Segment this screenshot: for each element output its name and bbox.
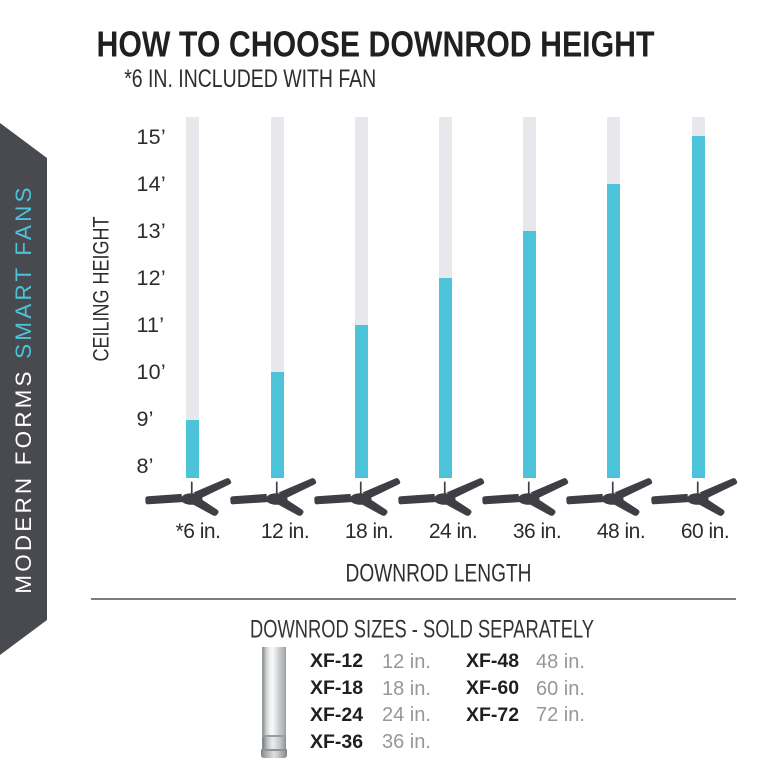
svg-text:HOW TO CHOOSE DOWNROD HEIGHT: HOW TO CHOOSE DOWNROD HEIGHT — [97, 24, 655, 65]
svg-text:MODERN FORMS SMART FANS: MODERN FORMS SMART FANS — [11, 184, 36, 593]
svg-text:CEILING HEIGHT: CEILING HEIGHT — [88, 217, 113, 362]
svg-text:*6 IN. INCLUDED WITH FAN: *6 IN. INCLUDED WITH FAN — [124, 65, 376, 93]
svg-text:DOWNROD SIZES - SOLD SEPARATEL: DOWNROD SIZES - SOLD SEPARATELY — [250, 617, 594, 644]
svg-text:DOWNROD LENGTH: DOWNROD LENGTH — [346, 561, 532, 588]
